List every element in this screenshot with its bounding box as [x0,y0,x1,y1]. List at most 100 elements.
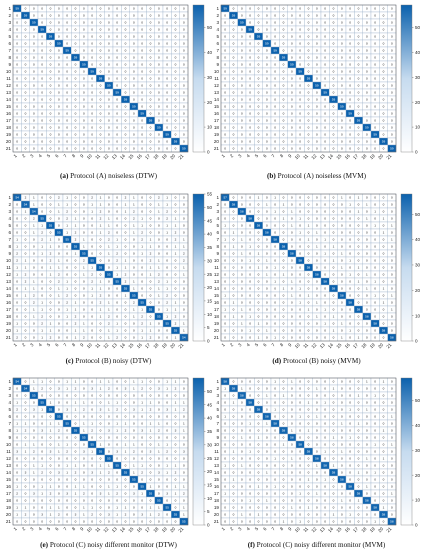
cell-value-label: 0 [33,133,35,137]
cell-value-label: 0 [141,506,143,510]
cell-value-label: 0 [91,415,93,419]
cell-value-label: 0 [366,196,368,200]
cell-value-label: 0 [16,28,18,32]
cell-value-label: 0 [299,294,301,298]
cell-value-label: 0 [266,294,268,298]
cell-value-label: 0 [324,217,326,221]
cell-value-label: 55 [165,506,169,510]
x-tick-label: 11 [94,526,101,533]
cell-value-label: 0 [391,315,393,319]
cell-value-label: 0 [91,147,93,151]
cell-value-label: 0 [150,217,152,221]
cell-value-label: 0 [100,520,102,524]
cell-value-label: 0 [299,203,301,207]
cell-value-label: 0 [308,329,310,333]
cell-value-label: 2 [16,336,18,340]
cell-value-label: 58 [373,322,377,326]
cell-value-label: 0 [324,42,326,46]
cell-value-label: 2 [41,238,43,242]
cell-value-label: 58 [307,266,311,270]
y-tick-label: 3 [216,20,219,25]
cell-value-label: 0 [383,14,385,18]
cell-value-label: 0 [16,56,18,60]
cell-value-label: 0 [283,21,285,25]
x-tick-label: 11 [302,153,309,160]
cell-value-label: 0 [150,56,152,60]
cell-value-label: 0 [299,105,301,109]
cell-value-label: 0 [391,112,393,116]
cell-value-label: 0 [316,280,318,284]
cell-value-label: 0 [116,28,118,32]
cell-value-label: 0 [75,91,77,95]
cell-value-label: 0 [374,287,376,291]
cell-value-label: 0 [308,210,310,214]
cell-value-label: 0 [341,56,343,60]
cell-value-label: 0 [125,464,127,468]
cell-value-label: 0 [16,443,18,447]
cell-value-label: 0 [266,140,268,144]
cell-value-label: 0 [324,126,326,130]
caption-letter: (b) [267,172,276,180]
cell-value-label: 0 [249,21,251,25]
cell-value-label: 1 [50,485,52,489]
cell-value-label: 1 [33,443,35,447]
cell-value-label: 3 [116,450,118,454]
cell-value-label: 0 [25,21,27,25]
cell-value-label: 0 [349,77,351,81]
cell-value-label: 0 [100,415,102,419]
cell-value-label: 0 [308,35,310,39]
cell-value-label: 0 [266,380,268,384]
cell-value-label: 0 [299,408,301,412]
cell-value-label: 0 [366,231,368,235]
cell-value-label: 0 [374,63,376,67]
cell-value-label: 0 [241,7,243,11]
cell-value-label: 0 [366,35,368,39]
cell-value-label: 0 [333,394,335,398]
cell-value-label: 2 [141,315,143,319]
cell-value-label: 0 [316,336,318,340]
cell-value-label: 0 [66,28,68,32]
cell-value-label: 0 [391,98,393,102]
cell-value-label: 1 [41,336,43,340]
cell-value-label: 0 [299,91,301,95]
y-tick-label: 1 [8,379,11,384]
cell-value-label: 2 [58,429,60,433]
cell-value-label: 0 [324,112,326,116]
cell-value-label: 0 [150,70,152,74]
cell-value-label: 0 [249,140,251,144]
cell-value-label: 1 [349,273,351,277]
cell-value-label: 0 [75,203,77,207]
cell-value-label: 0 [50,21,52,25]
cell-value-label: 0 [358,273,360,277]
cell-value-label: 2 [150,336,152,340]
cell-value-label: 0 [41,287,43,291]
cell-value-label: 0 [125,70,127,74]
cell-value-label: 0 [83,70,85,74]
cell-value-label: 0 [274,28,276,32]
cell-value-label: 0 [349,231,351,235]
cell-value-label: 0 [58,119,60,123]
cell-value-label: 59 [149,119,153,123]
cell-value-label: 0 [100,252,102,256]
cell-value-label: 0 [324,28,326,32]
cell-value-label: 0 [58,336,60,340]
cell-value-label: 0 [299,126,301,130]
cell-value-label: 0 [158,301,160,305]
cell-value-label: 0 [233,252,235,256]
cell-value-label: 1 [224,294,226,298]
cell-value-label: 1 [83,329,85,333]
cell-value-label: 0 [91,28,93,32]
cell-value-label: 2 [116,408,118,412]
cell-value-label: 1 [349,203,351,207]
cell-value-label: 0 [150,478,152,482]
cell-value-label: 0 [274,252,276,256]
cell-value-label: 1 [125,450,127,454]
cell-value-label: 0 [50,112,52,116]
cell-value-label: 0 [233,63,235,67]
cell-value-label: 1 [50,506,52,510]
cell-value-label: 0 [91,464,93,468]
cell-value-label: 0 [25,133,27,137]
cell-value-label: 0 [233,91,235,95]
cell-value-label: 0 [341,112,343,116]
colorbar [192,377,205,526]
